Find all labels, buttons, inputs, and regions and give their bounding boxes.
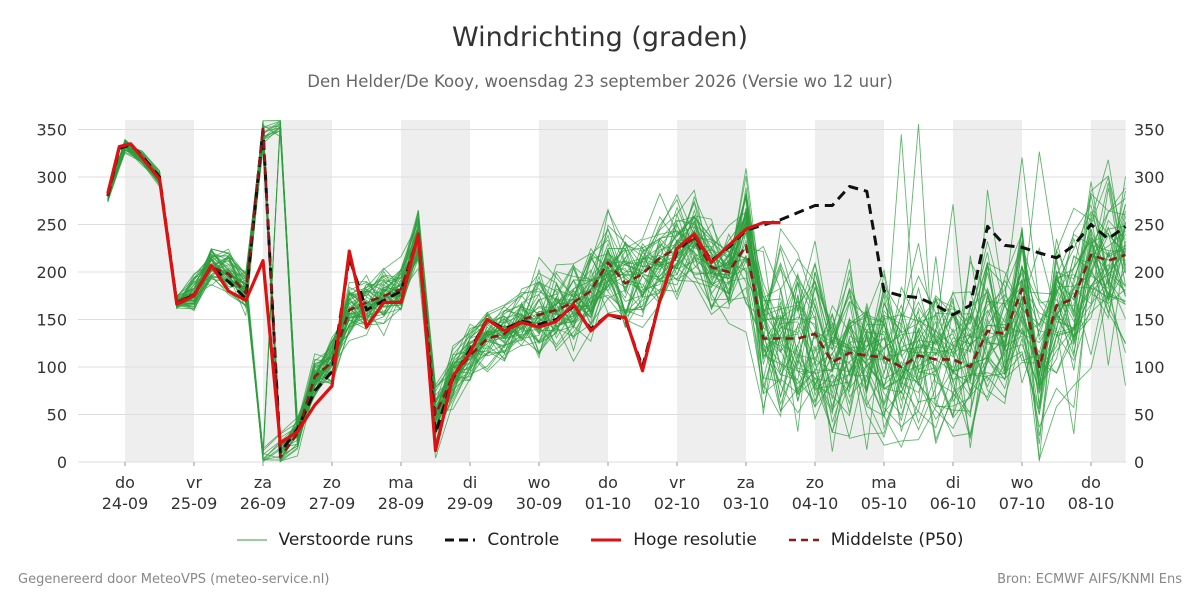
x-tick-day: ma <box>871 473 896 492</box>
x-tick-date: 24-09 <box>102 494 149 513</box>
weekend-band <box>263 120 332 462</box>
x-tick-date: 25-09 <box>171 494 218 513</box>
ensemble-run <box>107 122 1126 427</box>
ensemble-run <box>107 130 1126 443</box>
footer-generator: Gegenereerd door MeteoVPS (meteo-service… <box>18 572 330 587</box>
y-tick-label: 50 <box>47 406 67 425</box>
x-tick-date: 07-10 <box>999 494 1046 513</box>
x-tick-day: za <box>254 473 272 492</box>
chart-title: Windrichting (graden) <box>451 22 749 53</box>
y-tick-label: 150 <box>36 311 67 330</box>
x-tick-day: zo <box>323 473 341 492</box>
legend-swatch-control <box>445 538 476 542</box>
x-tick-day: zo <box>806 473 824 492</box>
ensemble-run <box>107 143 1126 460</box>
ensemble-run <box>107 120 1126 449</box>
y-tick-label: 50 <box>1134 406 1154 425</box>
legend-label: Hoge resolutie <box>633 530 757 550</box>
x-tick-date: 05-10 <box>861 494 908 513</box>
y-tick-label: 250 <box>1134 216 1165 235</box>
legend-item-median: Middelste (P50) <box>788 530 964 550</box>
y-tick-label: 250 <box>36 216 67 235</box>
y-tick-label: 350 <box>36 121 67 140</box>
x-tick-date: 28-09 <box>378 494 425 513</box>
legend-label: Middelste (P50) <box>830 530 964 550</box>
legend-swatch-ensemble <box>236 539 267 541</box>
x-tick-day: vr <box>669 473 685 492</box>
legend-item-ensemble: Verstoorde runs <box>236 530 414 550</box>
main-lines <box>106 126 1127 459</box>
x-tick-day: wo <box>1011 473 1034 492</box>
y-tick-label: 100 <box>1134 358 1165 377</box>
legend-item-control: Controle <box>445 530 559 550</box>
weekend-band <box>677 120 746 462</box>
legend-item-hires: Hoge resolutie <box>591 530 757 550</box>
chart-subtitle: Den Helder/De Kooy, woensdag 23 septembe… <box>307 72 893 91</box>
x-tick-day: di <box>946 473 961 492</box>
x-tick-day: vr <box>186 473 202 492</box>
y-tick-label: 0 <box>1134 453 1144 472</box>
x-tick-date: 06-10 <box>930 494 977 513</box>
legend-label: Controle <box>487 530 560 550</box>
legend: Verstoorde runs Controle Hoge resolutie … <box>0 530 1200 550</box>
y-tick-label: 0 <box>57 453 67 472</box>
ensemble-run <box>107 151 1126 462</box>
x-tick-date: 29-09 <box>447 494 494 513</box>
x-axis: do 24-09 vr 25-09 za 26-09 zo 27-09 ma 28-09 di 29-… <box>102 462 1115 513</box>
x-tick-date: 30-09 <box>516 494 563 513</box>
y-tick-label: 300 <box>36 168 67 187</box>
y-tick-label: 200 <box>36 263 67 282</box>
legend-label: Verstoorde runs <box>278 530 414 550</box>
x-tick-day: ma <box>388 473 413 492</box>
x-tick-date: 01-10 <box>585 494 632 513</box>
x-tick-date: 04-10 <box>792 494 839 513</box>
x-tick-day: wo <box>528 473 551 492</box>
y-tick-label: 200 <box>1134 263 1165 282</box>
x-tick-date: 02-10 <box>654 494 701 513</box>
y-axis-left: 0 50 100 150 200 250 300 350 <box>36 121 67 473</box>
ensemble-run <box>107 124 1126 429</box>
legend-swatch-hires <box>591 538 622 542</box>
x-tick-day: do <box>1081 473 1101 492</box>
x-tick-day: do <box>598 473 618 492</box>
legend-swatch-median <box>788 538 819 542</box>
y-tick-label: 150 <box>1134 311 1165 330</box>
x-tick-date: 08-10 <box>1068 494 1115 513</box>
x-tick-day: za <box>737 473 755 492</box>
median-line <box>106 126 1126 459</box>
x-tick-day: do <box>115 473 135 492</box>
ensemble-run <box>107 122 1126 448</box>
x-tick-day: di <box>463 473 478 492</box>
ensemble-run <box>107 146 1126 456</box>
y-axis-right: 0 50 100 150 200 250 300 350 <box>1134 121 1165 473</box>
hires-line <box>106 142 781 453</box>
y-tick-label: 350 <box>1134 121 1165 140</box>
x-tick-date: 27-09 <box>309 494 356 513</box>
x-tick-date: 26-09 <box>240 494 287 513</box>
footer-source: Bron: ECMWF AIFS/KNMI Ens <box>997 572 1182 587</box>
y-tick-label: 300 <box>1134 168 1165 187</box>
y-tick-label: 100 <box>36 358 67 377</box>
x-tick-date: 03-10 <box>723 494 770 513</box>
